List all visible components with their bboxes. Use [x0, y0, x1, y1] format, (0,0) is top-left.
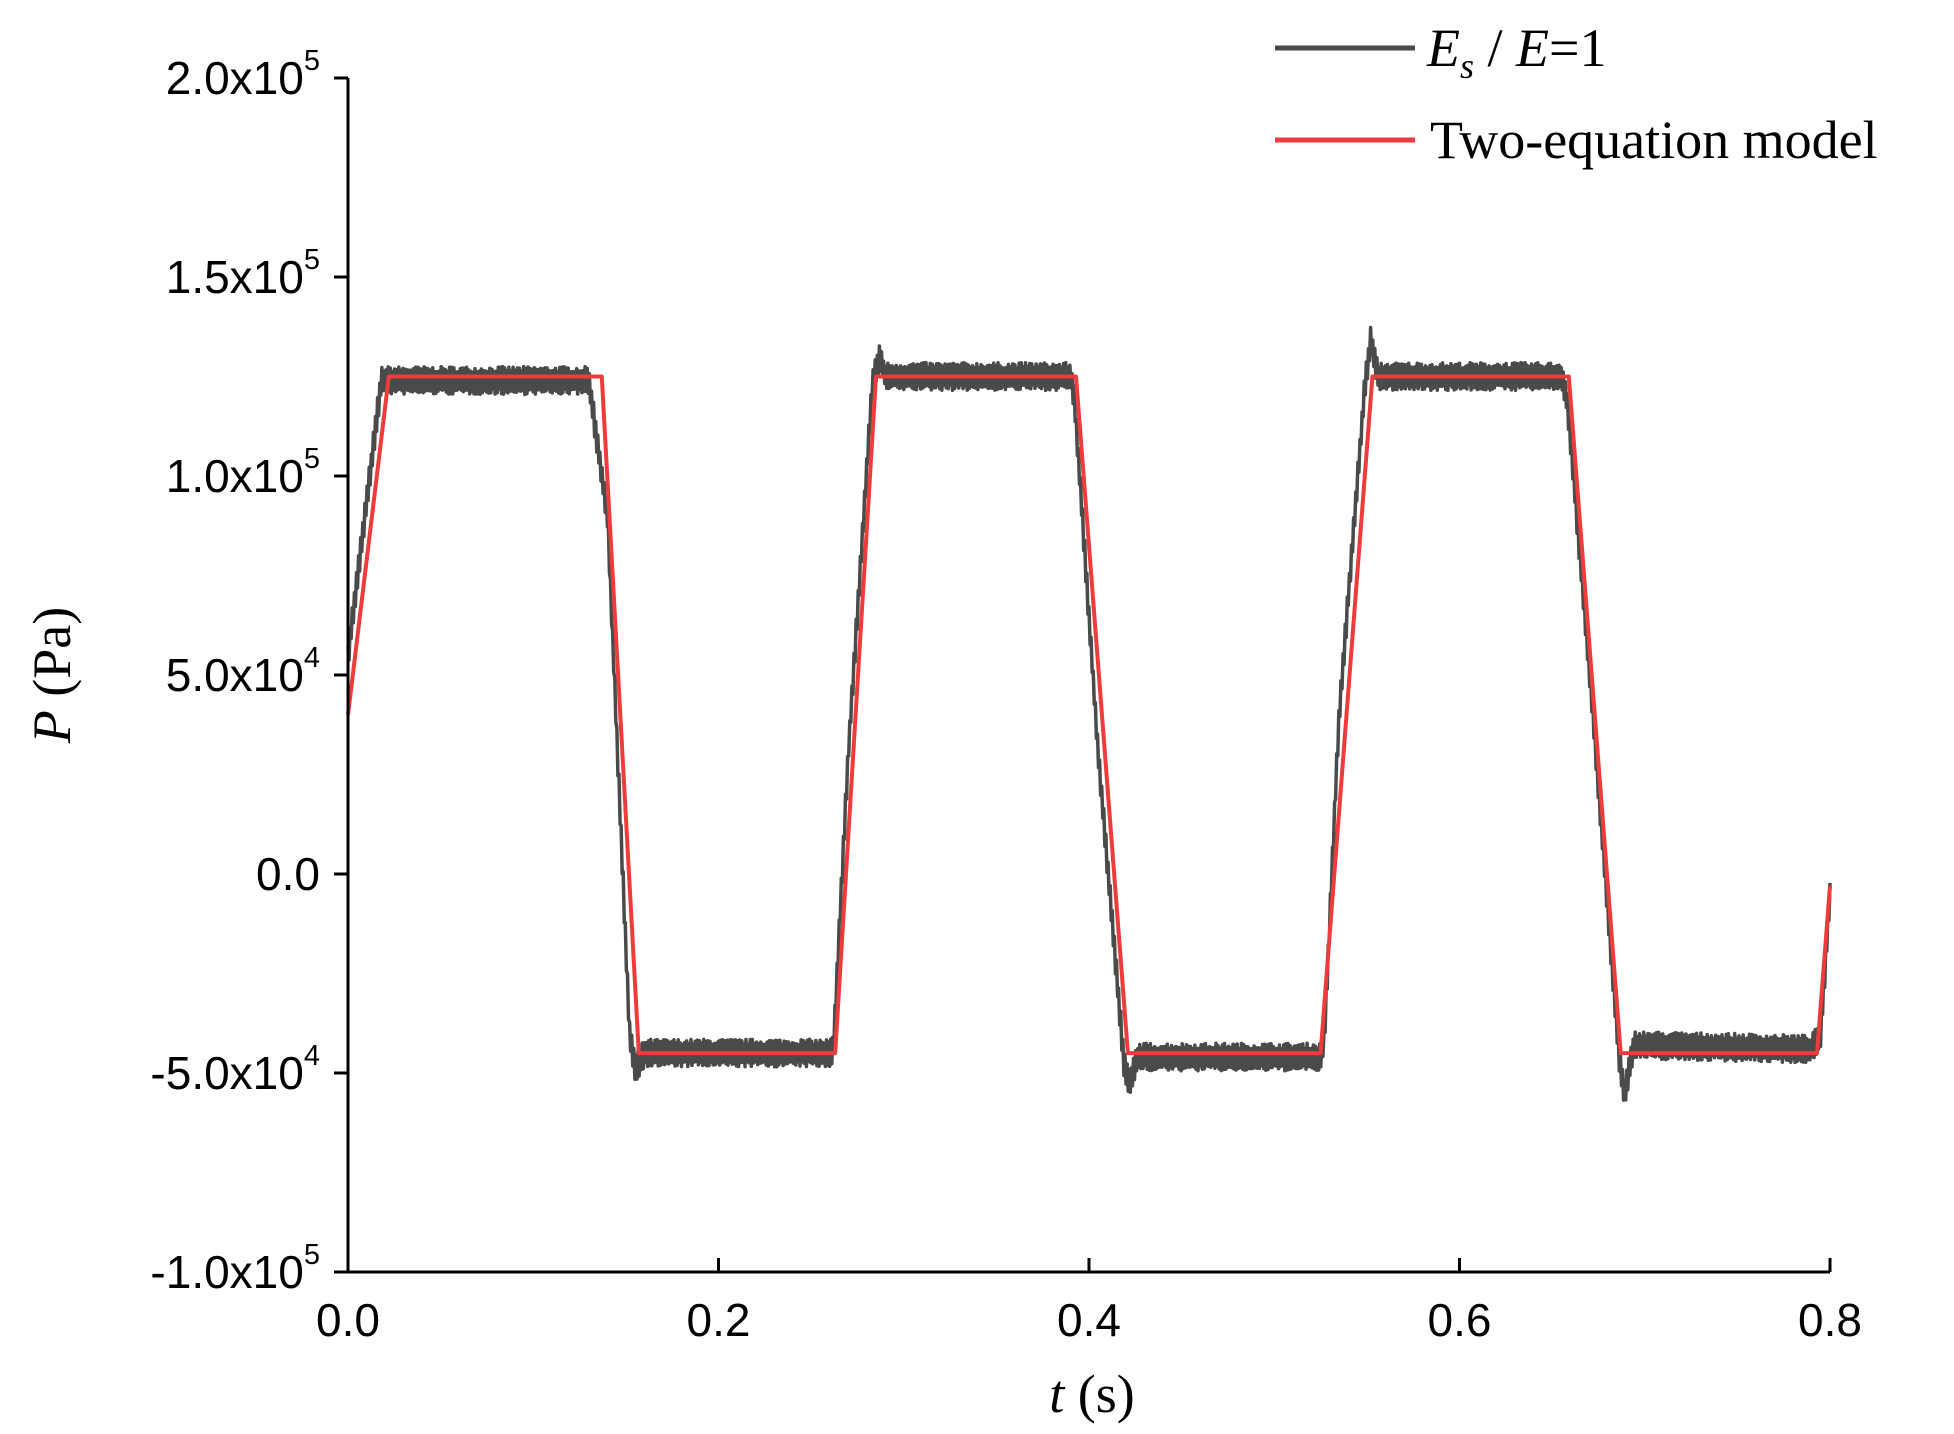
y-tick-label: -5.0x104 — [150, 1040, 320, 1099]
x-tick-label: 0.8 — [1798, 1294, 1862, 1346]
axes — [346, 78, 1830, 1274]
x-tick-label: 0.6 — [1428, 1294, 1492, 1346]
y-ticks: 2.0x105 1.5x105 1.0x105 5.0x104 0.0 -5.0x104 -… — [150, 45, 348, 1298]
y-tick-label: 1.5x105 — [166, 244, 320, 303]
x-axis-title: t (s) — [1049, 1364, 1135, 1424]
legend-label-model: Two-equation model — [1430, 110, 1878, 170]
y-axis-title: P (Pa) — [22, 607, 82, 744]
x-ticks: 0.0 0.2 0.4 0.6 0.8 — [316, 1258, 1862, 1346]
x-tick-label: 0.0 — [316, 1294, 380, 1346]
y-tick-label: 2.0x105 — [166, 45, 320, 104]
x-tick-label: 0.2 — [687, 1294, 751, 1346]
legend-label-es: Es / E=1 — [1426, 18, 1607, 86]
y-tick-label: -1.0x105 — [150, 1239, 320, 1298]
series-line-model — [346, 374, 1832, 1056]
series-line-es — [346, 325, 1832, 1102]
legend: Es / E=1 Two-equation model — [1275, 18, 1878, 170]
x-tick-label: 0.4 — [1057, 1294, 1121, 1346]
y-tick-label: 1.0x105 — [166, 443, 320, 502]
plot-lines — [346, 325, 1832, 1102]
y-tick-label: 0.0 — [256, 848, 320, 900]
y-tick-label: 5.0x104 — [166, 642, 320, 701]
